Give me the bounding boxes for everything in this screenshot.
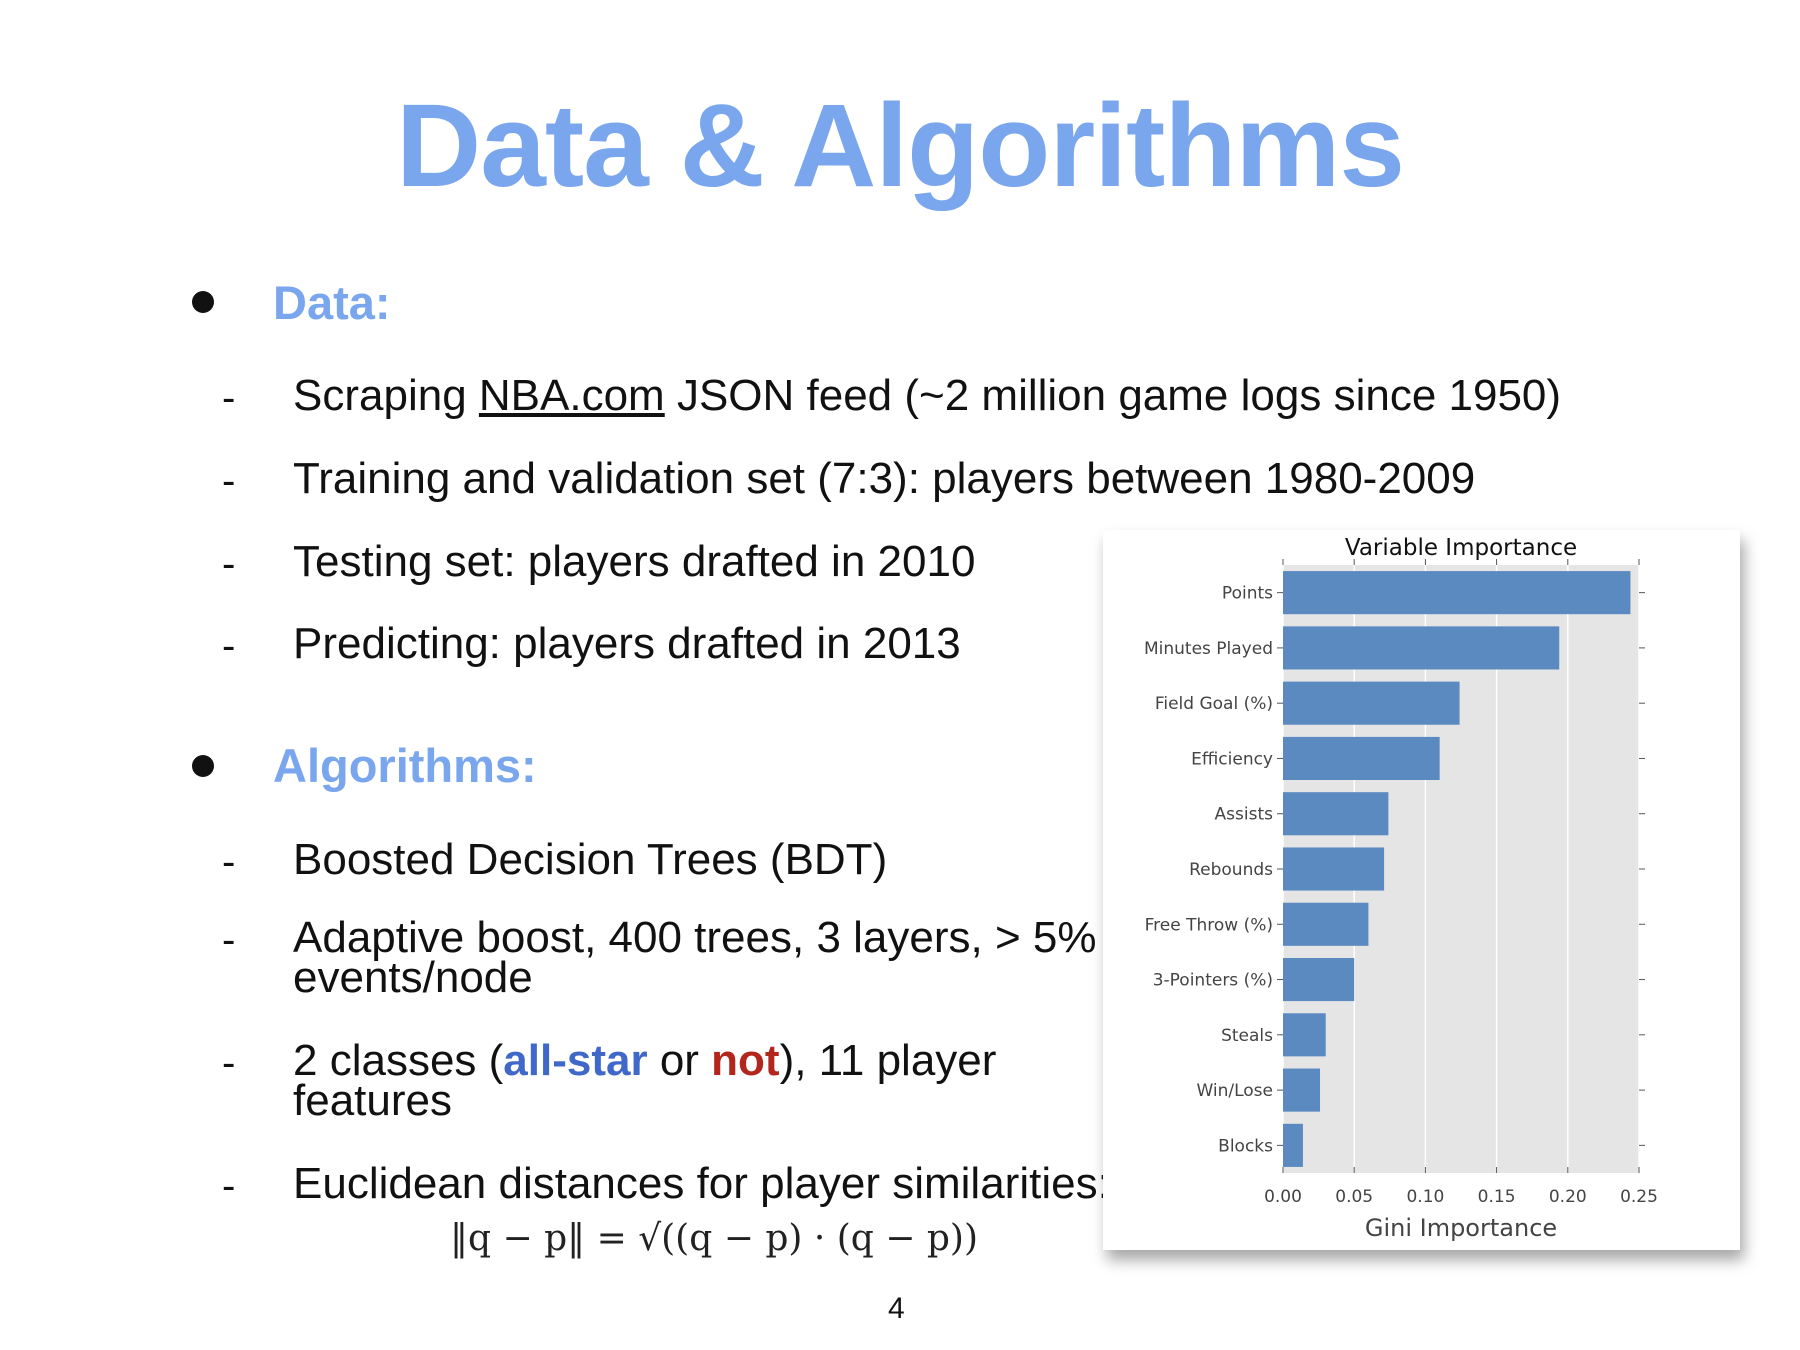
- bullet-data: [192, 291, 214, 313]
- dash: -: [222, 624, 236, 668]
- adaptive-line-1: Adaptive boost, 400 trees, 3 layers, > 5…: [293, 913, 1097, 962]
- dash: -: [222, 542, 236, 586]
- page-number: 4: [888, 1292, 905, 1325]
- scraping-prefix: Scraping: [293, 371, 479, 420]
- dash: -: [222, 918, 236, 962]
- nba-link[interactable]: NBA.com: [478, 371, 665, 420]
- data-item-scraping: Scraping NBA.com JSON feed (~2 million g…: [293, 374, 1561, 418]
- section-heading-algorithms: Algorithms:: [273, 739, 537, 792]
- bullet-algorithms: [192, 755, 214, 777]
- section-heading-data: Data:: [273, 276, 391, 329]
- allstar-label: all-star: [503, 1036, 648, 1085]
- algo-item-bdt: Boosted Decision Trees (BDT): [293, 835, 888, 884]
- dash: -: [222, 840, 236, 884]
- data-item-training: Training and validation set (7:3): playe…: [293, 454, 1476, 503]
- data-item-testing: Testing set: players drafted in 2010: [293, 537, 976, 586]
- dash: -: [222, 459, 236, 503]
- slide-title: Data & Algorithms: [396, 80, 1405, 212]
- classes-line-1: 2 classes (all-star or not), 11 player: [293, 1039, 996, 1083]
- algo-item-euclid: Euclidean distances for player similarit…: [293, 1159, 1110, 1208]
- classes-or: or: [647, 1036, 712, 1085]
- dash: -: [222, 1041, 236, 1085]
- data-item-predicting: Predicting: players drafted in 2013: [293, 619, 961, 668]
- classes-line-2: features: [293, 1076, 452, 1125]
- dash: -: [222, 1164, 236, 1208]
- adaptive-line-2: events/node: [293, 953, 533, 1002]
- algo-item-adaptive: Adaptive boost, 400 trees, 3 layers, > 5…: [293, 913, 1097, 1002]
- scraping-suffix: JSON feed (~2 million game logs since 19…: [664, 371, 1562, 420]
- classes-prefix: 2 classes (: [293, 1036, 504, 1085]
- chart-card: [1103, 530, 1740, 1250]
- algo-item-classes: 2 classes (all-star or not), 11 player f…: [293, 1039, 996, 1125]
- dash: -: [222, 376, 236, 420]
- distance-formula: ‖q − p‖ = √((q − p) · (q − p)): [450, 1218, 979, 1259]
- not-label: not: [711, 1036, 780, 1085]
- classes-suffix: ), 11 player: [779, 1036, 997, 1085]
